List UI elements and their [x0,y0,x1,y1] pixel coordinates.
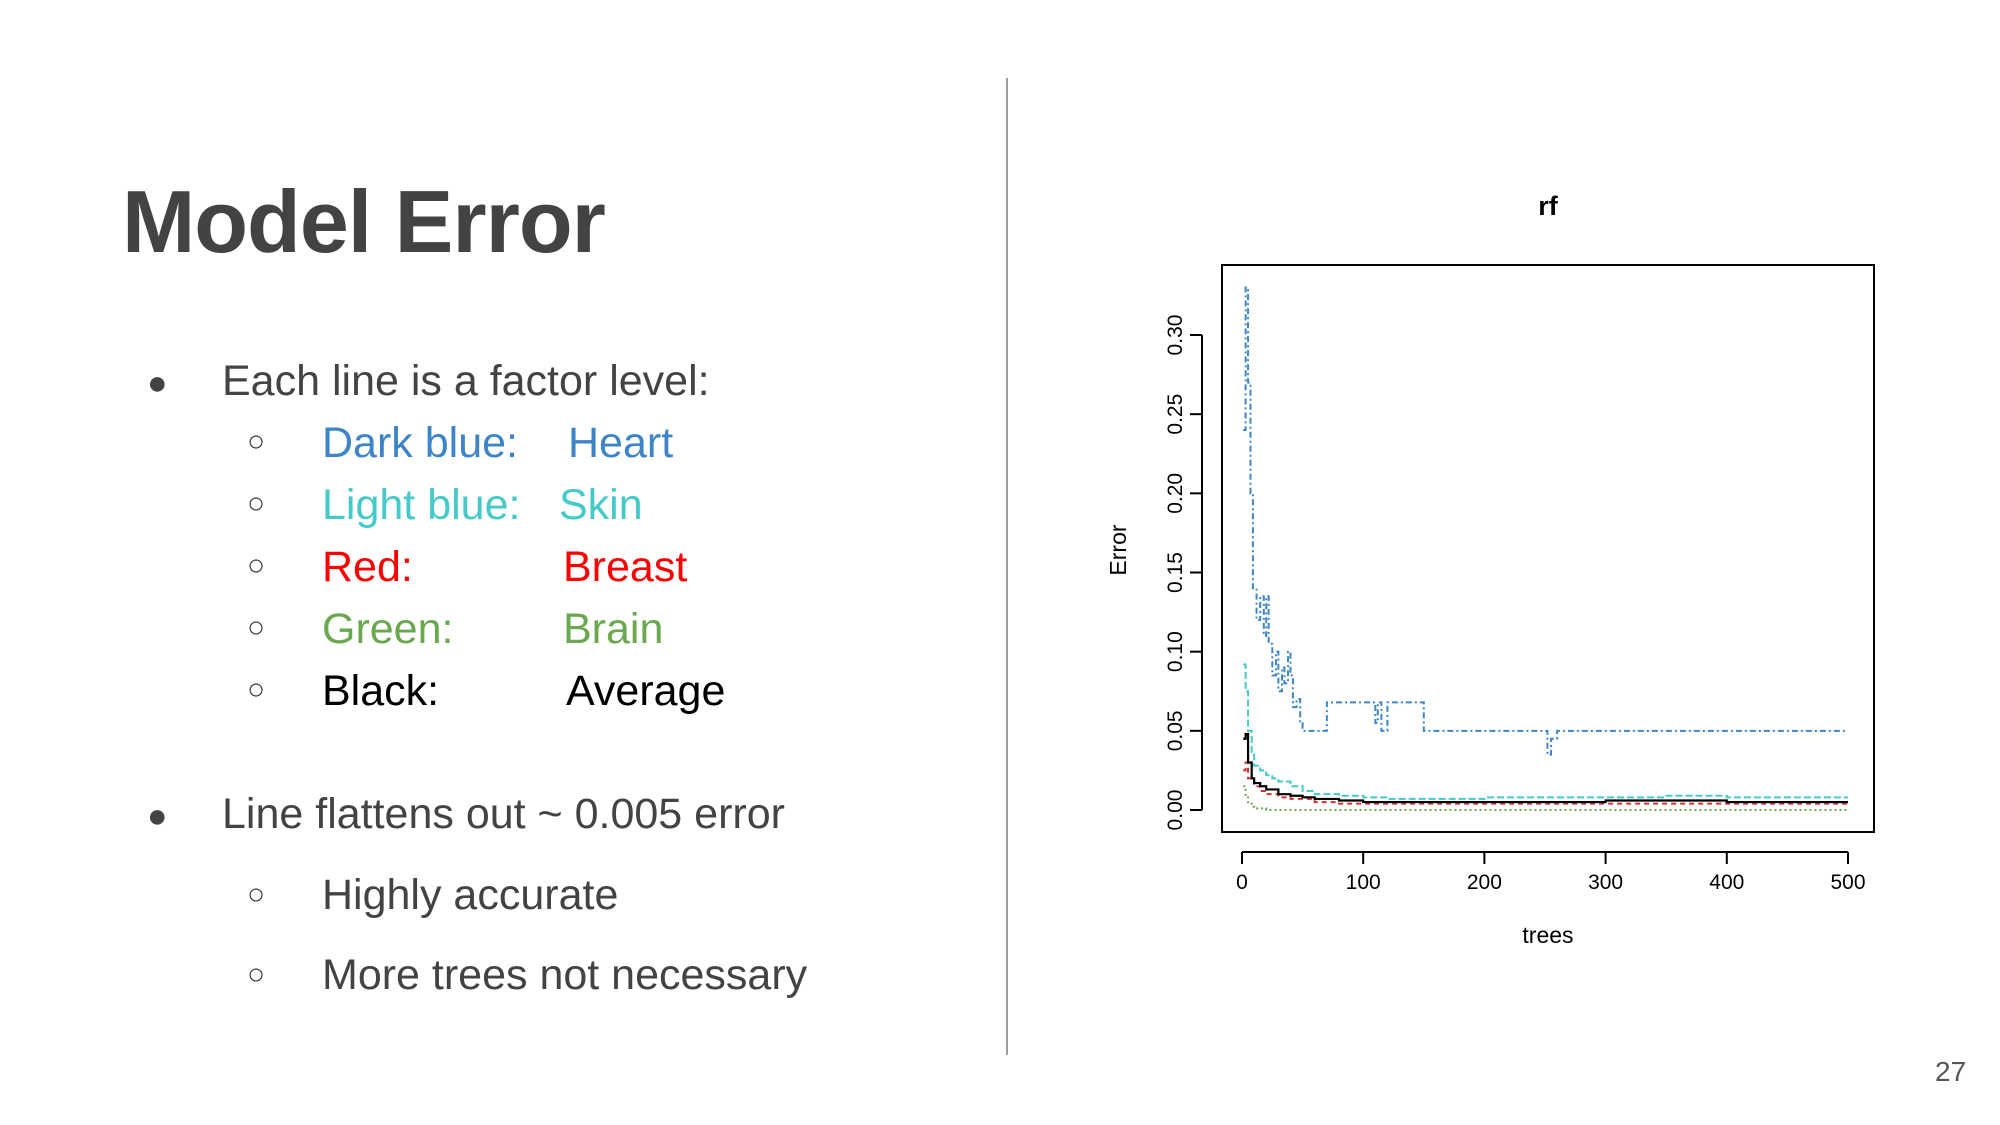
y-axis-label: Error [1105,524,1131,575]
bullet-2-text: Line flattens out ~ 0.005 error [222,790,785,838]
sub-bullet-highly-accurate: Highly accurate [322,871,619,919]
sub-bullet-circle: ○ [247,549,266,582]
x-tick-label: 200 [1467,871,1502,894]
legend-label-black: Black: [322,667,440,715]
error-lines [1243,286,1848,811]
sub-bullet-circle: ○ [247,673,266,706]
legend-value-skin: Skin [559,481,643,529]
legend-label-green: Green: [322,605,454,653]
bullet-dot: ● [147,364,168,402]
legend-label-light-blue: Light blue: [322,481,521,529]
bullet-1-text: Each line is a factor level: [222,357,710,405]
y-tick-label: 0.05 [1164,710,1187,751]
y-axis: 0.00 0.05 0.10 0.15 0.20 0.25 0.30 [1164,315,1203,831]
y-tick-label: 0.00 [1164,790,1187,831]
series-line [1243,761,1848,805]
sub-bullet-circle: ○ [247,958,266,991]
legend-value-breast: Breast [563,543,688,591]
sub-bullet-circle: ○ [247,878,266,911]
x-tick-label: 500 [1830,871,1865,894]
series-line [1243,663,1848,800]
y-tick-label: 0.15 [1164,552,1187,593]
page-number: 27 [1935,1056,1967,1087]
x-tick-label: 100 [1346,871,1381,894]
plot-frame [1221,264,1875,833]
vertical-divider [1006,78,1008,1055]
y-tick-label: 0.30 [1164,315,1187,356]
legend-value-average: Average [566,667,726,715]
series-line [1243,286,1848,756]
x-tick-label: 400 [1709,871,1744,894]
sub-bullet-more-trees: More trees not necessary [322,951,808,999]
x-tick-label: 0 [1236,871,1248,894]
sub-bullet-circle: ○ [247,487,266,520]
chart-title: rf [1538,191,1559,221]
series-line [1243,785,1848,811]
x-axis: 0 100 200 300 400 500 [1236,851,1866,894]
error-rate-chart: rf 0.00 0.05 0.10 0.15 0.20 0.25 0.30 0 100 200 3… [1105,191,1875,948]
legend-label-red: Red: [322,543,413,591]
legend-value-brain: Brain [563,605,664,653]
series-line [1243,732,1848,804]
legend-label-dark-blue: Dark blue: [322,419,518,467]
x-tick-label: 300 [1588,871,1623,894]
bullet-dot: ● [147,797,168,835]
legend-value-heart: Heart [568,419,674,467]
y-tick-label: 0.20 [1164,473,1187,514]
y-tick-label: 0.25 [1164,394,1187,435]
x-axis-label: trees [1522,922,1573,948]
slide-title: Model Error [122,172,606,271]
sub-bullet-circle: ○ [247,425,266,458]
sub-bullet-circle: ○ [247,611,266,644]
y-tick-label: 0.10 [1164,631,1187,672]
